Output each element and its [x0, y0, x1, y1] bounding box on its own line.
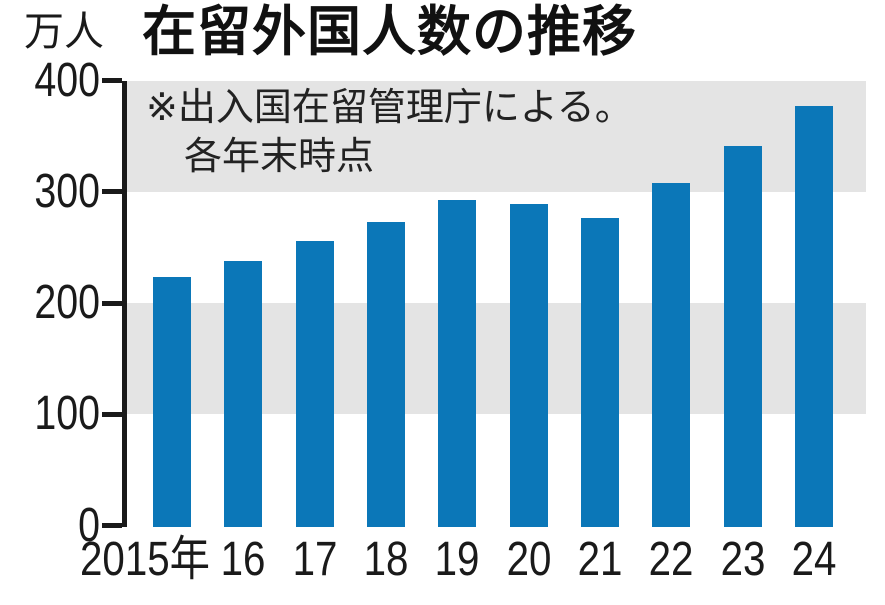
source-note: ※出入国在留管理庁による。 各年末時点 — [146, 84, 633, 182]
y-tick-label-400: 400 — [34, 53, 101, 107]
bar-17 — [295, 240, 334, 527]
x-tick-label-21: 21 — [577, 533, 623, 586]
y-tick-label-300: 300 — [34, 164, 101, 218]
x-tick-label-18: 18 — [363, 533, 409, 586]
y-tick-0 — [102, 523, 122, 528]
y-tick-300 — [102, 189, 122, 195]
y-axis-unit-label: 万人 — [24, 10, 104, 54]
x-tick-label-16: 16 — [220, 533, 266, 586]
bar-23 — [723, 146, 762, 527]
bar-21 — [581, 218, 620, 527]
bar-24 — [795, 106, 834, 527]
y-tick-400 — [102, 78, 122, 83]
bar-16 — [224, 260, 263, 527]
x-tick-label-19: 19 — [434, 533, 480, 586]
x-tick-label-22: 22 — [649, 533, 694, 586]
y-tick-200 — [102, 300, 122, 306]
y-tick-label-0: 0 — [78, 498, 100, 552]
x-tick-label-17: 17 — [292, 533, 338, 586]
x-tick-label-23: 23 — [720, 533, 766, 586]
bar-18 — [367, 221, 406, 527]
x-tick-label-2015年: 2015年 — [79, 533, 211, 586]
bar-22 — [652, 182, 691, 527]
y-tick-100 — [102, 411, 122, 417]
source-note-line-1: ※出入国在留管理庁による。 — [146, 87, 633, 129]
y-tick-label-100: 100 — [34, 387, 101, 441]
x-tick-label-24: 24 — [791, 533, 837, 586]
bar-19 — [438, 199, 477, 527]
chart-title: 在留外国人数の推移 — [142, 2, 637, 62]
y-axis-line — [122, 80, 127, 527]
bar-2015年 — [153, 277, 191, 527]
source-note-line-2: 各年末時点 — [184, 136, 375, 178]
x-tick-label-20: 20 — [506, 533, 552, 586]
y-tick-label-200: 200 — [34, 276, 101, 329]
bar-20 — [509, 203, 548, 527]
